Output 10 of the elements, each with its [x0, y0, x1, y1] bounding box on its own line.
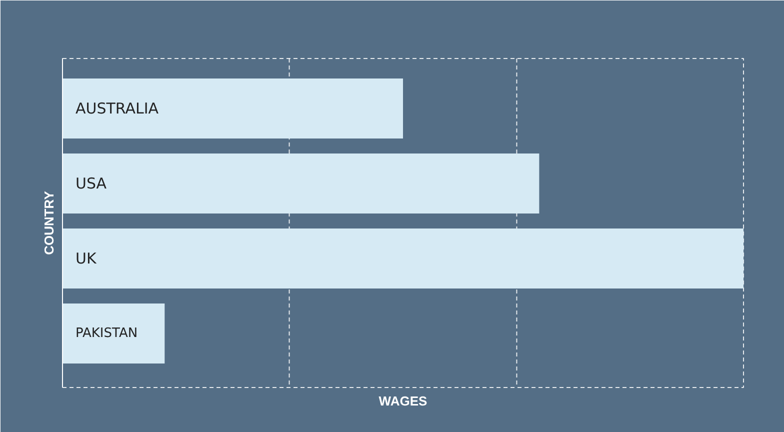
y-tick-label: USA: [76, 174, 108, 193]
bar: [62, 228, 744, 289]
y-tick-label: PAKISTAN: [76, 326, 138, 342]
x-axis-title: WAGES: [378, 394, 428, 408]
y-axis-title: COUNTRY: [42, 190, 56, 255]
y-tick-label: AUSTRALIA: [76, 100, 160, 118]
bar: [62, 154, 540, 214]
bar: [62, 78, 403, 139]
bar: [62, 304, 165, 364]
y-tick-label: UK: [76, 250, 98, 268]
